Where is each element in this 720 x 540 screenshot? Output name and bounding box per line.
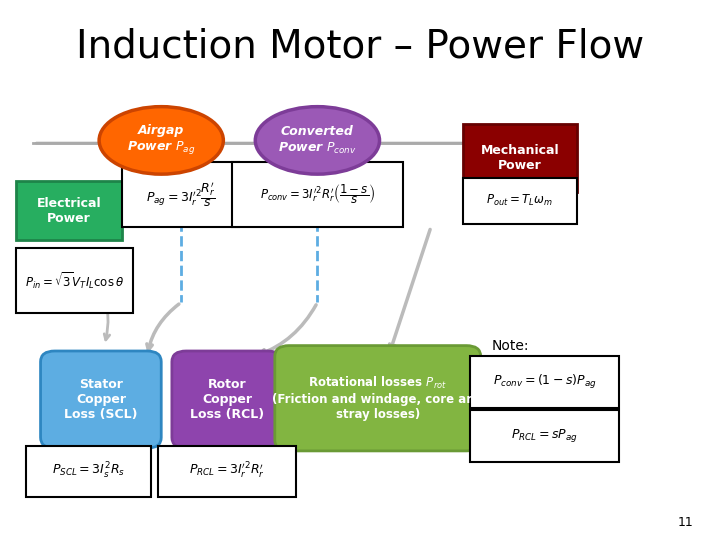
- Text: Rotational losses $P_{rot}$
(Friction and windage, core and
stray losses): Rotational losses $P_{rot}$ (Friction an…: [272, 375, 483, 421]
- FancyBboxPatch shape: [122, 162, 239, 227]
- Text: Electrical
Power: Electrical Power: [37, 197, 102, 225]
- Text: Mechanical
Power: Mechanical Power: [480, 144, 559, 172]
- FancyBboxPatch shape: [463, 124, 577, 192]
- Text: $P_{RCL}=sP_{ag}$: $P_{RCL}=sP_{ag}$: [511, 427, 578, 444]
- Ellipse shape: [99, 106, 223, 174]
- FancyBboxPatch shape: [16, 181, 122, 240]
- Text: Converted
Power $P_{conv}$: Converted Power $P_{conv}$: [278, 125, 357, 156]
- Text: Rotor
Copper
Loss (RCL): Rotor Copper Loss (RCL): [190, 378, 264, 421]
- Text: Airgap
Power $P_{ag}$: Airgap Power $P_{ag}$: [127, 124, 195, 157]
- FancyBboxPatch shape: [463, 178, 577, 224]
- FancyBboxPatch shape: [470, 356, 619, 408]
- Text: Stator
Copper
Loss (SCL): Stator Copper Loss (SCL): [64, 378, 138, 421]
- FancyBboxPatch shape: [172, 351, 282, 448]
- FancyBboxPatch shape: [27, 446, 150, 497]
- FancyBboxPatch shape: [158, 446, 296, 497]
- FancyBboxPatch shape: [40, 351, 161, 448]
- FancyBboxPatch shape: [470, 410, 619, 462]
- Text: Induction Motor – Power Flow: Induction Motor – Power Flow: [76, 27, 644, 65]
- Text: $P_{conv}=3I_r^{\prime 2}R_r^{\prime}\left(\dfrac{1-s}{s}\right)$: $P_{conv}=3I_r^{\prime 2}R_r^{\prime}\le…: [260, 183, 375, 206]
- FancyBboxPatch shape: [275, 346, 481, 451]
- Text: $P_{RCL}=3I_r^{\prime 2}R_r^{\prime}$: $P_{RCL}=3I_r^{\prime 2}R_r^{\prime}$: [189, 461, 265, 482]
- Text: $P_{SCL}=3I_s^2 R_s$: $P_{SCL}=3I_s^2 R_s$: [53, 461, 125, 482]
- Text: $P_{conv}=(1-s)P_{ag}$: $P_{conv}=(1-s)P_{ag}$: [492, 373, 596, 391]
- Text: $P_{in}=\sqrt{3}V_T I_L\cos\theta$: $P_{in}=\sqrt{3}V_T I_L\cos\theta$: [25, 271, 124, 291]
- Text: Note:: Note:: [491, 339, 528, 353]
- FancyBboxPatch shape: [233, 162, 402, 227]
- Text: 11: 11: [678, 516, 693, 529]
- Text: $P_{out}=T_L\omega_m$: $P_{out}=T_L\omega_m$: [486, 193, 553, 208]
- FancyBboxPatch shape: [16, 248, 132, 313]
- Text: $P_{ag}=3I_r^{\prime 2}\dfrac{R_r^{\prime}}{s}$: $P_{ag}=3I_r^{\prime 2}\dfrac{R_r^{\prim…: [146, 180, 216, 209]
- Ellipse shape: [256, 106, 379, 174]
